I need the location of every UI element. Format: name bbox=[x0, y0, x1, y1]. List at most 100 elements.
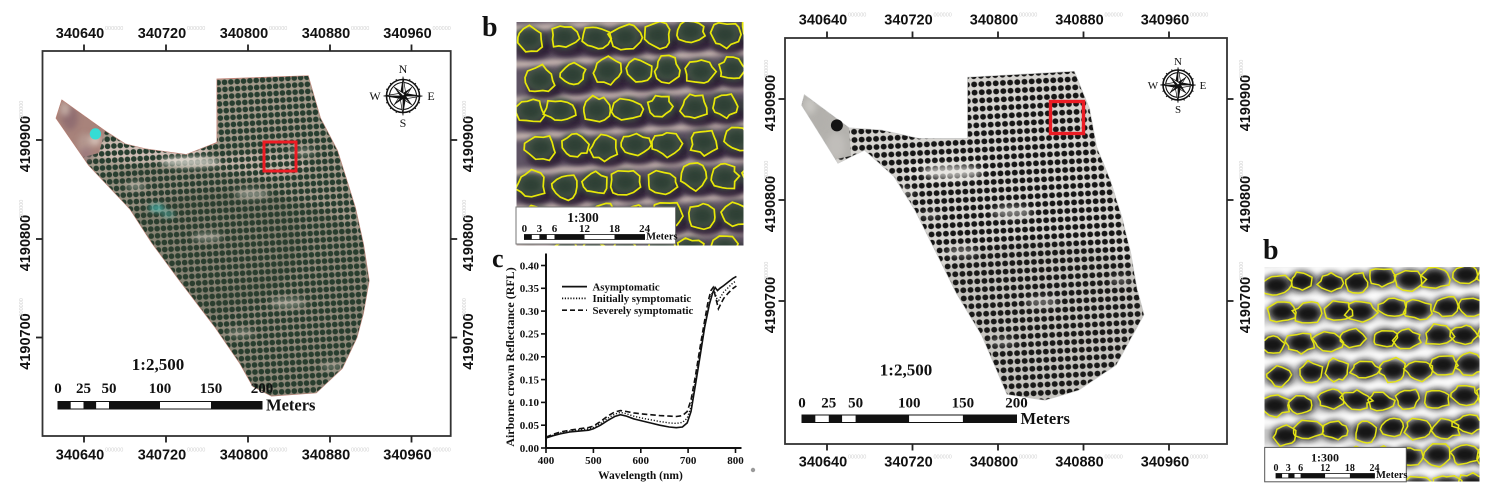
svg-text:4190800: 4190800 bbox=[461, 215, 477, 271]
svg-text:340960: 340960 bbox=[1141, 455, 1189, 471]
svg-text:150: 150 bbox=[200, 381, 223, 397]
svg-text:0.35: 0.35 bbox=[520, 283, 540, 295]
svg-text:000000: 000000 bbox=[1105, 455, 1123, 461]
svg-text:4190800: 4190800 bbox=[1238, 176, 1254, 232]
svg-text:0: 0 bbox=[522, 223, 528, 235]
svg-text:000000: 000000 bbox=[1105, 13, 1123, 19]
svg-text:18: 18 bbox=[1345, 463, 1355, 474]
svg-text:000000: 000000 bbox=[934, 455, 952, 461]
svg-text:000000: 000000 bbox=[105, 448, 123, 454]
svg-text:000000: 000000 bbox=[433, 26, 451, 32]
svg-text:000000: 000000 bbox=[764, 60, 770, 78]
svg-text:700: 700 bbox=[680, 455, 697, 467]
svg-text:0.30: 0.30 bbox=[520, 306, 540, 318]
svg-text:Meters: Meters bbox=[1376, 470, 1407, 481]
svg-text:25: 25 bbox=[821, 396, 836, 412]
svg-text:1:300: 1:300 bbox=[1311, 451, 1339, 465]
svg-text:000000: 000000 bbox=[1239, 262, 1245, 280]
svg-text:Asymptomatic: Asymptomatic bbox=[593, 281, 660, 293]
svg-text:0.15: 0.15 bbox=[520, 374, 540, 386]
svg-text:1:300: 1:300 bbox=[567, 210, 599, 225]
svg-text:Wavelength (nm): Wavelength (nm) bbox=[598, 470, 683, 482]
svg-text:100: 100 bbox=[149, 381, 172, 397]
svg-text:100: 100 bbox=[898, 396, 921, 412]
svg-text:4190700: 4190700 bbox=[1238, 277, 1254, 333]
svg-text:0.40: 0.40 bbox=[520, 260, 540, 272]
svg-text:000000: 000000 bbox=[187, 448, 205, 454]
svg-text:000000: 000000 bbox=[848, 13, 866, 19]
svg-text:1:2,500: 1:2,500 bbox=[132, 355, 184, 374]
svg-text:12: 12 bbox=[1320, 463, 1330, 474]
svg-text:12: 12 bbox=[579, 223, 591, 235]
svg-text:340800: 340800 bbox=[220, 26, 268, 42]
svg-text:000000: 000000 bbox=[187, 26, 205, 32]
svg-text:S: S bbox=[1175, 104, 1181, 116]
svg-text:340800: 340800 bbox=[970, 455, 1018, 471]
svg-text:24: 24 bbox=[1370, 463, 1380, 474]
svg-text:Meters: Meters bbox=[646, 232, 677, 243]
svg-text:340640: 340640 bbox=[56, 448, 104, 464]
svg-text:000000: 000000 bbox=[269, 26, 287, 32]
svg-text:Meters: Meters bbox=[1021, 409, 1071, 428]
svg-text:4190900: 4190900 bbox=[18, 116, 34, 172]
svg-text:000000: 000000 bbox=[462, 101, 468, 119]
svg-text:0: 0 bbox=[798, 396, 806, 412]
svg-text:000000: 000000 bbox=[433, 448, 451, 454]
svg-text:0: 0 bbox=[54, 381, 62, 397]
svg-text:340960: 340960 bbox=[1141, 13, 1189, 29]
svg-text:0.10: 0.10 bbox=[520, 397, 540, 409]
svg-text:340880: 340880 bbox=[1055, 13, 1103, 29]
svg-text:000000: 000000 bbox=[19, 101, 25, 119]
svg-text:340720: 340720 bbox=[884, 455, 932, 471]
svg-text:E: E bbox=[1200, 80, 1207, 92]
svg-text:4190900: 4190900 bbox=[763, 75, 779, 131]
svg-text:3: 3 bbox=[537, 223, 543, 235]
svg-text:200: 200 bbox=[251, 381, 274, 397]
svg-text:4190900: 4190900 bbox=[1238, 75, 1254, 131]
svg-text:W: W bbox=[1148, 80, 1159, 92]
svg-text:50: 50 bbox=[848, 396, 863, 412]
svg-text:000000: 000000 bbox=[19, 200, 25, 218]
svg-text:4190900: 4190900 bbox=[461, 116, 477, 172]
svg-text:000000: 000000 bbox=[1239, 161, 1245, 179]
svg-text:50: 50 bbox=[102, 381, 117, 397]
svg-text:0.00: 0.00 bbox=[520, 443, 540, 455]
svg-text:340720: 340720 bbox=[884, 13, 932, 29]
svg-text:000000: 000000 bbox=[19, 298, 25, 316]
svg-text:W: W bbox=[369, 89, 381, 103]
svg-text:N: N bbox=[1174, 56, 1182, 68]
svg-text:000000: 000000 bbox=[1190, 13, 1208, 19]
svg-text:1:2,500: 1:2,500 bbox=[880, 361, 932, 380]
svg-text:E: E bbox=[427, 89, 434, 103]
svg-text:340720: 340720 bbox=[138, 26, 186, 42]
svg-text:000000: 000000 bbox=[764, 161, 770, 179]
svg-text:340640: 340640 bbox=[799, 455, 847, 471]
svg-text:0.05: 0.05 bbox=[520, 420, 540, 432]
svg-text:Airborne crown Reflectance (RF: Airborne crown Reflectance (RFL) bbox=[503, 267, 517, 446]
svg-text:000000: 000000 bbox=[764, 262, 770, 280]
svg-text:0.20: 0.20 bbox=[520, 352, 540, 364]
svg-text:000000: 000000 bbox=[462, 200, 468, 218]
svg-text:000000: 000000 bbox=[1190, 455, 1208, 461]
svg-text:0.25: 0.25 bbox=[520, 329, 540, 341]
svg-text:000000: 000000 bbox=[462, 298, 468, 316]
svg-text:200: 200 bbox=[1005, 396, 1028, 412]
svg-text:0: 0 bbox=[1274, 463, 1279, 474]
svg-text:340960: 340960 bbox=[383, 448, 431, 464]
svg-text:400: 400 bbox=[538, 455, 555, 467]
svg-text:150: 150 bbox=[952, 396, 975, 412]
svg-text:340640: 340640 bbox=[799, 13, 847, 29]
svg-text:4190800: 4190800 bbox=[763, 176, 779, 232]
svg-text:000000: 000000 bbox=[1019, 13, 1037, 19]
svg-text:340880: 340880 bbox=[1055, 455, 1103, 471]
svg-text:Meters: Meters bbox=[266, 396, 316, 415]
svg-text:340880: 340880 bbox=[302, 26, 350, 42]
svg-text:6: 6 bbox=[1298, 463, 1303, 474]
svg-text:600: 600 bbox=[633, 455, 650, 467]
svg-text:S: S bbox=[400, 116, 407, 130]
svg-text:340800: 340800 bbox=[970, 13, 1018, 29]
svg-text:340720: 340720 bbox=[138, 448, 186, 464]
svg-text:18: 18 bbox=[609, 223, 621, 235]
svg-text:340880: 340880 bbox=[302, 448, 350, 464]
svg-text:000000: 000000 bbox=[105, 26, 123, 32]
